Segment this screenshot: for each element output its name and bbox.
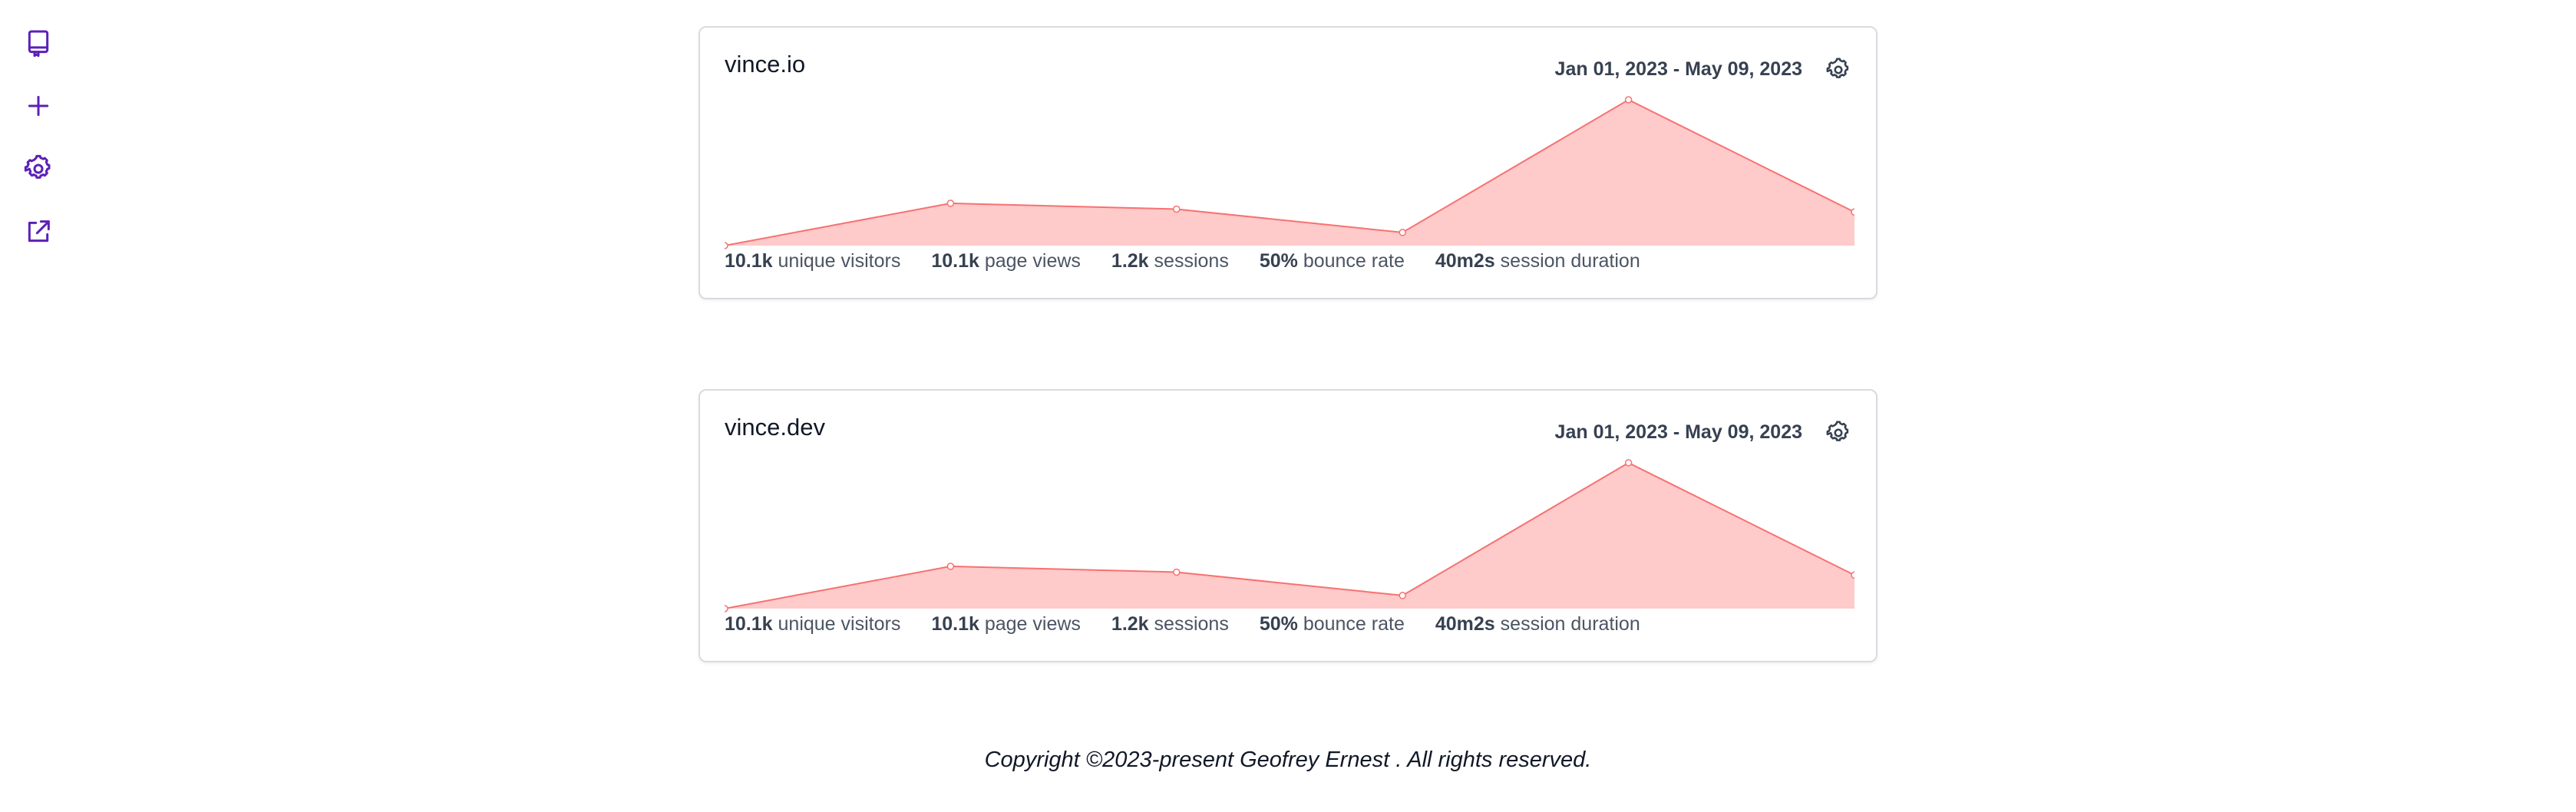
data-point [1851, 208, 1854, 216]
area-fill [725, 100, 1854, 246]
stat-unique-visitors: 10.1k unique visitors [725, 250, 900, 272]
site-title[interactable]: vince.dev [725, 414, 825, 441]
sidebar [18, 23, 58, 252]
stat-value: 10.1k [725, 613, 773, 635]
stat-page-views: 10.1k page views [931, 250, 1081, 272]
data-point [1851, 571, 1854, 579]
sidebar-item-sites[interactable] [18, 23, 58, 63]
stat-page-views: 10.1k page views [931, 613, 1081, 635]
visitors-area-chart [725, 459, 1854, 612]
data-point [725, 242, 728, 249]
stat-label: unique visitors [778, 613, 901, 635]
series-line [725, 461, 1854, 609]
data-point [1624, 459, 1633, 467]
stat-bounce-rate: 50% bounce rate [1260, 250, 1405, 272]
stat-value: 40m2s [1435, 250, 1495, 272]
stat-label: session duration [1500, 613, 1640, 635]
data-point [1173, 568, 1181, 576]
sidebar-item-external[interactable] [18, 212, 58, 252]
footer-copyright: Copyright ©2023-present Geofrey Ernest .… [984, 748, 1592, 772]
stat-bounce-rate: 50% bounce rate [1260, 613, 1405, 635]
stat-value: 10.1k [931, 613, 979, 635]
stat-sessions: 1.2k sessions [1111, 250, 1229, 272]
stat-value: 10.1k [725, 250, 773, 272]
site-card[interactable]: vince.io Jan 01, 2023 - May 09, 2023 10.… [698, 26, 1878, 299]
site-card[interactable]: vince.dev Jan 01, 2023 - May 09, 2023 10… [698, 389, 1878, 662]
plus-icon [28, 95, 49, 117]
series-line [725, 98, 1854, 246]
stat-session-duration: 40m2s session duration [1435, 613, 1640, 635]
data-point [1399, 229, 1406, 236]
site-stats: 10.1k unique visitors 10.1k page views 1… [725, 250, 1640, 272]
data-point [1399, 592, 1406, 599]
stat-label: sessions [1154, 250, 1229, 272]
stat-sessions: 1.2k sessions [1111, 613, 1229, 635]
visitors-area-chart [725, 96, 1854, 249]
sidebar-item-add[interactable] [18, 86, 58, 126]
stat-value: 50% [1259, 250, 1298, 272]
stat-label: page views [984, 613, 1081, 635]
stat-unique-visitors: 10.1k unique visitors [725, 613, 900, 635]
external-link-icon [28, 220, 50, 243]
data-point [946, 563, 955, 570]
stat-value: 10.1k [931, 250, 979, 272]
stat-label: sessions [1154, 613, 1229, 635]
site-settings-button[interactable] [1824, 418, 1853, 447]
stat-value: 1.2k [1111, 613, 1149, 635]
date-range: Jan 01, 2023 - May 09, 2023 [1554, 421, 1802, 443]
site-title[interactable]: vince.io [725, 51, 806, 78]
sidebar-item-settings[interactable] [18, 149, 58, 189]
stat-session-duration: 40m2s session duration [1435, 250, 1640, 272]
stat-label: page views [984, 250, 1081, 272]
gear-icon [1826, 421, 1849, 441]
date-range: Jan 01, 2023 - May 09, 2023 [1554, 58, 1802, 80]
stat-label: session duration [1500, 250, 1640, 272]
repository-icon [28, 30, 49, 58]
stat-label: bounce rate [1303, 613, 1405, 635]
data-point [946, 200, 955, 207]
site-stats: 10.1k unique visitors 10.1k page views 1… [725, 613, 1640, 635]
area-fill [725, 463, 1854, 609]
stat-label: bounce rate [1303, 250, 1405, 272]
data-point [1173, 205, 1181, 213]
data-point [1624, 96, 1633, 104]
stat-label: unique visitors [778, 250, 901, 272]
data-point [725, 605, 728, 612]
stat-value: 40m2s [1435, 613, 1495, 635]
site-settings-button[interactable] [1824, 55, 1853, 84]
gear-icon [1826, 58, 1849, 78]
stat-value: 50% [1259, 613, 1298, 635]
stat-value: 1.2k [1111, 250, 1149, 272]
gear-icon [24, 154, 51, 179]
